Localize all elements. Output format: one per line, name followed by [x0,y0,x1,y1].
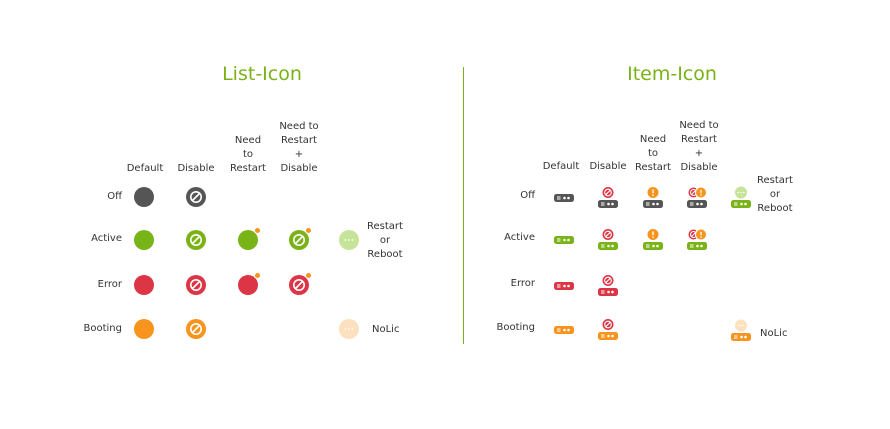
list-error-default-icon [134,275,154,295]
list-off-default-icon [134,187,154,207]
list-col-need-restart-disable: Need to Restart + Disable [279,121,319,174]
list-booting-default-icon [134,319,154,339]
item-off-default-icon [552,185,576,211]
list-col-disable: Disable [177,163,215,174]
list-active-need_restart-icon [238,227,261,250]
list-error-disable-icon [186,275,206,295]
item-active-disable-icon [596,227,620,253]
list-booting-disable-icon [186,319,206,339]
item-row-off: Off [520,190,535,201]
item-row-booting: Booting [496,322,535,333]
list-active-need_restart_disable-icon [289,227,312,250]
list-col-need-restart: Need to Restart [230,135,266,174]
item-restart-reboot-label: Restart or Reboot [757,175,793,214]
list-restart-reboot-label: Restart or Reboot [367,221,403,260]
list-icon-title: List-Icon [222,63,302,85]
item-off-disable-icon [596,185,620,211]
list-active-default-icon [134,230,154,250]
list-error-need_restart_disable-icon [289,272,312,295]
list-row-off: Off [107,191,122,202]
item-col-disable: Disable [589,161,627,172]
item-row-error: Error [510,278,535,289]
item-row-active: Active [504,232,535,243]
item-icon-title: Item-Icon [627,63,717,85]
list-restart-reboot-icon [339,230,359,250]
list-off-disable-icon [186,187,206,207]
item-error-disable-icon [596,273,620,299]
item-restart-reboot-icon [729,185,753,211]
item-active-need_restart-icon [641,227,665,253]
list-error-need_restart-icon [238,272,261,295]
item-off-need_restart-icon [641,185,665,211]
item-booting-disable-icon [596,317,620,343]
list-row-error: Error [97,279,122,290]
item-col-need-restart-disable: Need to Restart + Disable [679,120,719,173]
list-active-disable-icon [186,230,206,250]
item-nolic-label: NoLic [760,328,788,339]
item-col-default: Default [542,161,580,172]
section-divider [463,67,464,344]
item-off-need_restart_disable-icon [685,185,709,211]
list-col-default: Default [126,163,164,174]
item-booting-default-icon [552,317,576,343]
item-active-default-icon [552,227,576,253]
list-row-active: Active [91,233,122,244]
item-active-need_restart_disable-icon [685,227,709,253]
list-row-booting: Booting [83,323,122,334]
list-nolic-icon [339,319,359,339]
item-error-default-icon [552,273,576,299]
item-col-need-restart: Need to Restart [635,134,671,173]
list-nolic-label: NoLic [372,324,400,335]
item-nolic-icon [729,318,753,344]
